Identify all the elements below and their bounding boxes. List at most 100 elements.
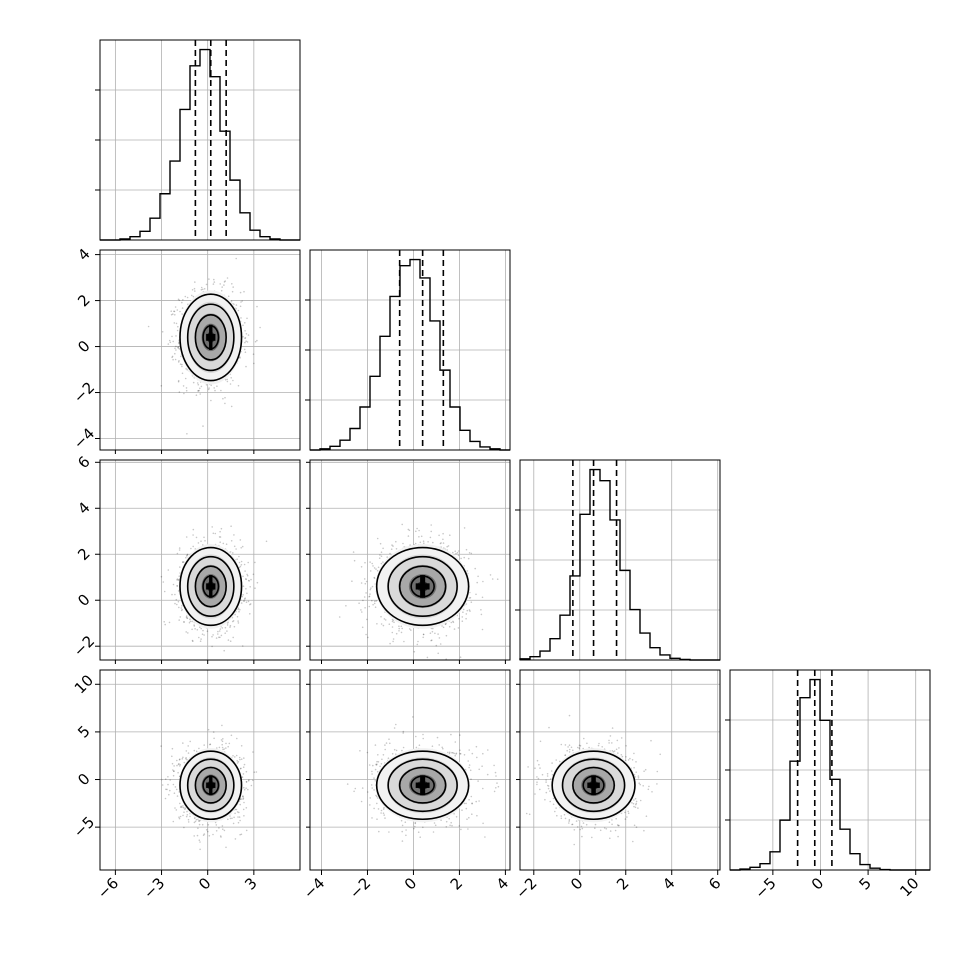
- scatter-point: [573, 843, 575, 846]
- scatter-point: [250, 784, 253, 787]
- scatter-point: [387, 757, 390, 759]
- scatter-point: [360, 582, 363, 584]
- scatter-point: [221, 286, 223, 288]
- scatter-point: [465, 807, 468, 810]
- scatter-point: [241, 645, 244, 647]
- scatter-point: [575, 820, 578, 822]
- scatter-point: [538, 763, 540, 766]
- scatter-point: [375, 764, 378, 766]
- scatter-point: [647, 788, 650, 791]
- scatter-point: [245, 578, 247, 580]
- scatter-point: [419, 836, 422, 838]
- scatter-panel-1-3: [309, 669, 511, 871]
- y-tick-label: 5: [74, 722, 93, 741]
- scatter-point: [244, 570, 246, 572]
- scatter-point: [448, 752, 451, 755]
- scatter-point: [363, 596, 366, 598]
- scatter-point: [374, 600, 376, 603]
- scatter-point: [465, 802, 467, 805]
- scatter-point: [374, 780, 377, 782]
- y-axis-3: −5 0 5 10: [70, 671, 520, 841]
- scatter-point: [200, 286, 203, 289]
- scatter-point: [450, 733, 452, 736]
- scatter-point: [161, 784, 164, 786]
- scatter-point: [461, 616, 464, 618]
- scatter-point: [241, 776, 244, 778]
- scatter-point: [431, 630, 434, 633]
- scatter-point: [193, 624, 195, 626]
- scatter-point: [455, 752, 458, 755]
- scatter-point: [246, 573, 248, 576]
- scatter-point: [173, 765, 175, 767]
- scatter-point: [207, 728, 210, 731]
- scatter-point: [545, 791, 548, 794]
- scatter-point: [408, 628, 411, 630]
- scatter-point: [453, 752, 456, 755]
- scatter-point: [172, 358, 174, 361]
- scatter-point: [242, 773, 245, 775]
- scatter-point: [465, 603, 468, 605]
- scatter-point: [451, 824, 453, 827]
- scatter-point: [229, 640, 232, 642]
- scatter-point: [232, 755, 234, 757]
- scatter-point: [179, 763, 181, 766]
- scatter-point: [457, 550, 460, 552]
- scatter-point: [168, 793, 170, 796]
- scatter-point: [177, 600, 180, 603]
- scatter-point: [246, 592, 248, 595]
- contour-0: [202, 775, 220, 796]
- scatter-point: [374, 606, 377, 608]
- scatter-point: [226, 624, 229, 626]
- scatter-point: [391, 753, 394, 755]
- scatter-point: [245, 829, 248, 832]
- scatter-point: [212, 731, 215, 733]
- scatter-point: [635, 802, 638, 805]
- scatter-point: [560, 817, 563, 820]
- scatter-point: [455, 753, 457, 755]
- scatter-point: [247, 600, 250, 603]
- scatter-point: [207, 388, 210, 391]
- scatter-point: [463, 527, 466, 529]
- scatter-point: [481, 765, 483, 767]
- x-tick-label: 0: [567, 874, 586, 893]
- scatter-point: [374, 768, 377, 771]
- scatter-point: [236, 760, 238, 762]
- scatter-point: [243, 563, 246, 566]
- panel-frame: [99, 249, 301, 451]
- scatter-point: [369, 570, 372, 572]
- scatter-point: [178, 360, 180, 362]
- scatter-point: [598, 742, 600, 745]
- scatter-point: [227, 818, 229, 821]
- scatter-point: [446, 545, 449, 548]
- scatter-point: [405, 834, 407, 837]
- scatter-point: [383, 814, 386, 816]
- scatter-point: [571, 823, 574, 826]
- scatter-point: [366, 791, 369, 793]
- scatter-point: [225, 846, 227, 849]
- scatter-point: [466, 609, 469, 612]
- scatter-point: [189, 618, 191, 620]
- scatter-point: [482, 580, 484, 583]
- scatter-point: [364, 607, 366, 609]
- scatter-point: [174, 786, 177, 788]
- scatter-point: [244, 330, 246, 332]
- scatter-point: [477, 575, 479, 578]
- scatter-point: [375, 568, 377, 570]
- scatter-point: [413, 650, 416, 653]
- scatter-point: [192, 640, 194, 642]
- scatter-point: [213, 278, 215, 281]
- scatter-point: [197, 390, 200, 392]
- scatter-point: [617, 835, 619, 838]
- scatter-point: [201, 633, 204, 635]
- scatter-point: [426, 656, 429, 659]
- scatter-point: [376, 797, 379, 799]
- scatter-point: [382, 624, 385, 627]
- scatter-point: [364, 561, 366, 564]
- scatter-point: [182, 756, 184, 759]
- scatter-point: [185, 555, 188, 557]
- scatter-point: [458, 825, 461, 827]
- scatter-point: [185, 631, 187, 633]
- scatter-point: [180, 609, 183, 612]
- scatter-point: [415, 530, 417, 533]
- scatter-point: [376, 763, 378, 765]
